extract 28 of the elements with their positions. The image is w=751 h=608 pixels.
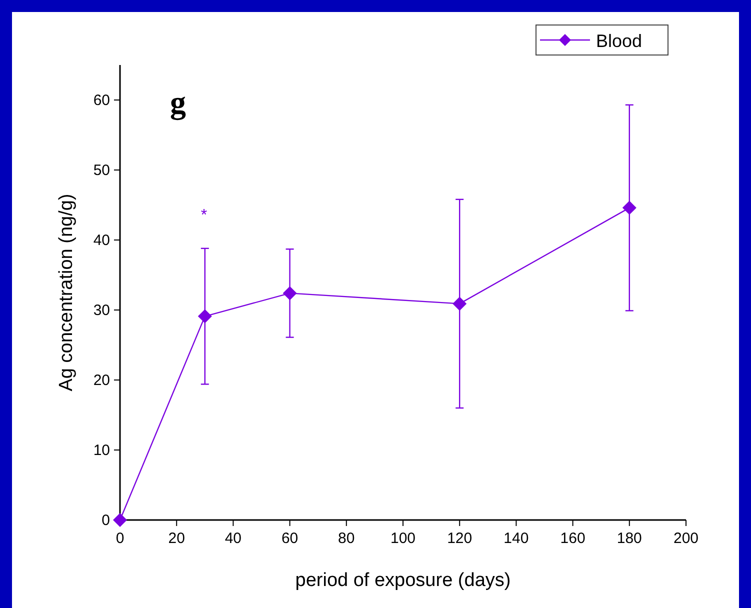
y-tick-label: 40 (93, 232, 110, 249)
point (622, 200, 636, 215)
x-tick-label: 60 (281, 530, 298, 547)
x-tick-label: 20 (168, 530, 185, 547)
x-axis-title: period of exposure (days) (295, 570, 511, 591)
y-tick-label: 60 (93, 92, 110, 109)
x-tick-label: 200 (673, 530, 699, 547)
point (282, 286, 297, 300)
legend-label: Blood (596, 31, 642, 51)
x-tick-label: 140 (504, 530, 529, 547)
x-tick-label: 160 (560, 530, 586, 547)
y-tick-label: 0 (102, 512, 110, 529)
point (198, 309, 212, 324)
y-tick-label: 50 (93, 162, 110, 179)
x-tick-label: 0 (116, 530, 124, 547)
y-tick-label: 30 (93, 302, 110, 319)
point (113, 513, 127, 527)
annotation: * (200, 207, 208, 224)
x-tick-label: 120 (447, 530, 472, 547)
x-tick-label: 80 (338, 530, 355, 547)
x-tick-label: 180 (616, 530, 642, 547)
annotation: g (170, 84, 186, 121)
point (452, 296, 467, 311)
y-tick-label: 20 (93, 372, 110, 389)
y-axis-title: Ag concentration (ng/g) (56, 194, 77, 392)
y-tick-label: 10 (93, 442, 110, 459)
x-tick-label: 40 (224, 530, 242, 547)
x-tick-label: 100 (390, 530, 416, 547)
